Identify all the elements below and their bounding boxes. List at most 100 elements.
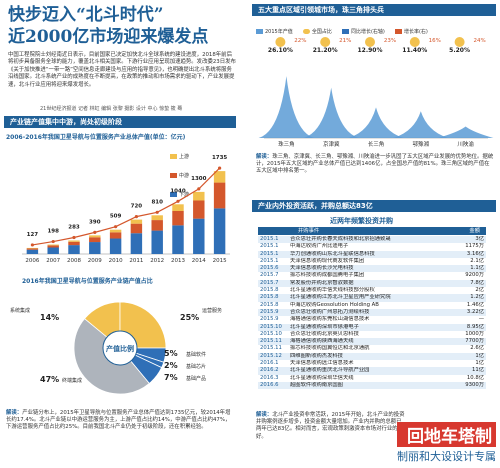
table-row: 2015.9 合众思壮收购广州思拓力测绘科技 3.22亿	[258, 308, 486, 317]
bar-segment	[26, 248, 39, 250]
deal-event: 北斗星通收购深圳华信天线	[290, 374, 354, 381]
x-tick-label: 2014	[192, 258, 206, 264]
pie-center	[102, 330, 138, 366]
section-investment-bar: 产业内外投资活跃，并购总额达83亿	[252, 200, 496, 212]
region-name: 京津冀	[323, 140, 340, 148]
bar-segment	[26, 247, 39, 249]
bar-segment	[151, 230, 163, 254]
bar-segment	[47, 244, 59, 246]
legend-upstream: 上游	[170, 153, 189, 160]
deal-event: 合众思壮收购北京英贝思科技	[290, 330, 359, 337]
slice-value: 5%	[164, 349, 178, 358]
section-industry-chain-bar: 产业链产值集中中游，尚处初级阶段	[4, 116, 236, 128]
bar-segment	[68, 245, 80, 254]
deal-date: 2016.3	[260, 374, 279, 381]
col-event-header: 并购事件	[298, 228, 320, 234]
deal-value: 1.46亿	[466, 301, 484, 308]
legend-downstream: 下游	[170, 191, 189, 198]
deal-date: 2015.7	[258, 279, 288, 288]
slice-label: 系统集成	[10, 307, 30, 314]
legend-swatch	[256, 29, 263, 34]
total-label: 1040	[170, 188, 185, 194]
deal-value: 1.2亿	[448, 294, 486, 302]
legend-label: 全国占比	[311, 29, 332, 35]
deal-event: 合众思壮并购长春天成科技和北京招通致晟	[288, 236, 448, 244]
deal-value: —	[478, 316, 484, 323]
region-peak	[393, 111, 449, 138]
deals-table: 2015.1 合众思壮并购长春天成科技和北京招通致晟 3亿 2015.1 中海达收购广州…	[258, 236, 486, 390]
note-text: 产业链分布上，2015年卫星导航与位置服务产业总体产值达到1735亿元，较201…	[6, 410, 231, 431]
deal-value: 3.16亿	[448, 250, 486, 258]
bar-segment	[151, 215, 163, 221]
table-row: 2016.1 天泽信息收购远江信息技术 1亿	[258, 360, 486, 367]
deal-event: 振芯科技收购成都国腾电子集团	[290, 272, 365, 279]
lead-paragraph: 中国工程院院士刘经南近日表示，目前国家已决定加快北斗全球系统的建设进度，2018…	[8, 52, 236, 88]
bar-segment	[89, 237, 101, 243]
investment-note: 解读：北斗产业投资非常活跃，2015年开始，北斗产业的投资并购案例逐步增多，投资…	[256, 412, 406, 441]
bar-segment	[213, 182, 226, 209]
note-label: 解读：	[6, 410, 23, 416]
headline-line-2: 近2000亿市场迎来爆发点	[8, 27, 209, 47]
table-row: 2016.6 超图软件收购南京国图 9300万	[258, 381, 486, 390]
table-row: 2015.7 振芯科技收购成都国腾电子集团 9200万	[258, 272, 486, 279]
legend-rate: 增长率(右)	[394, 28, 428, 35]
slice-value: 14%	[40, 313, 59, 322]
deal-value: 7700万	[448, 338, 486, 346]
trend-point	[218, 166, 222, 170]
regional-output-chart: 26.10%22% 珠三角 21.20%21% 京津冀 12.90%23% 长三角 11.4…	[258, 37, 494, 148]
total-label: 198	[47, 229, 59, 235]
deal-date: 2015.1	[260, 243, 279, 250]
bar-segment	[193, 200, 205, 219]
deal-event: 北斗星通收购深圳市徐港电子	[288, 323, 448, 331]
deal-event: 天泽信息收购现代商友软件集团	[290, 257, 365, 264]
legend-label: 下游	[179, 192, 190, 198]
bar-chart-legend: 上游 中游 下游	[170, 144, 194, 201]
region-name: 长三角	[368, 140, 385, 148]
deal-event: 北斗星通收购江苏北斗卫星应用产业研究院	[288, 294, 448, 302]
pie-chart-title: 2016年我国卫星导航与位置服务产业链产值占比	[22, 278, 153, 285]
region-share-label: 26.10%	[268, 47, 293, 54]
annual-output-bar-chart: 2006 127 2007 198 2008 283 2009 390 2010 509 2011 7…	[22, 155, 230, 264]
share-marker	[454, 37, 465, 47]
legend-label: 同比增长(右轴)	[350, 29, 385, 35]
deal-date: 2015.10	[260, 330, 282, 337]
bar-chart-title: 2006-2016年我国卫星导航与位置服务产业总体产值(单位：亿元)	[6, 134, 186, 141]
bar-segment	[193, 191, 205, 201]
watermark-line-1: 回地车塔制	[397, 422, 496, 447]
bar-segment	[193, 218, 205, 254]
deal-value: 1.1亿	[448, 265, 486, 273]
area-chart-legend: 2015年产值 全国占比 同比增长(右轴) 增长率(右)	[256, 19, 496, 38]
deal-value: 2亿	[475, 287, 484, 294]
region-name: 珠三角	[278, 140, 295, 148]
slice-value: 2%	[164, 361, 178, 370]
bar-segment	[109, 238, 122, 254]
x-tick-label: 2006	[25, 258, 39, 264]
trend-point	[30, 243, 34, 247]
trend-point	[134, 215, 138, 219]
region-peak	[348, 107, 404, 138]
total-label: 1300	[191, 176, 206, 182]
legend-swatch	[302, 29, 310, 34]
region-peak	[258, 76, 315, 138]
deal-value: 8.95亿	[448, 323, 486, 331]
legend-swatch	[394, 29, 402, 34]
deal-event: 天泽信息收购远江信息技术	[290, 360, 354, 367]
deal-date: 2016.6	[258, 381, 288, 390]
deal-date: 2015.1	[260, 257, 279, 264]
trend-line	[32, 167, 221, 246]
deal-date: 2015.9	[260, 316, 279, 323]
x-tick-label: 2011	[129, 258, 143, 264]
deal-value: 11亿	[448, 367, 486, 375]
trend-point	[114, 225, 118, 229]
watermark-line-2: 制丽和大设设计专属	[397, 450, 496, 463]
slice-label: 运营服务	[202, 307, 222, 314]
table-row: 2016.3 北斗星通收购深圳华信天线 10.8亿	[258, 375, 486, 382]
trend-point	[155, 210, 159, 214]
deal-value: 1175万	[465, 243, 484, 250]
deal-value: 1000万	[465, 330, 484, 337]
table-row: 2015.1 合众思壮并购长春天成科技和北京招通致晟 3亿	[258, 236, 486, 244]
table-row: 2015.8 北斗星通收购江苏北斗卫星应用产业研究院 1.2亿	[258, 294, 486, 302]
table-row: 2015.9 海格通信收购东莞松山湖信息技术 —	[258, 316, 486, 323]
x-tick-label: 2007	[46, 258, 60, 264]
legend-swatch	[170, 192, 177, 197]
